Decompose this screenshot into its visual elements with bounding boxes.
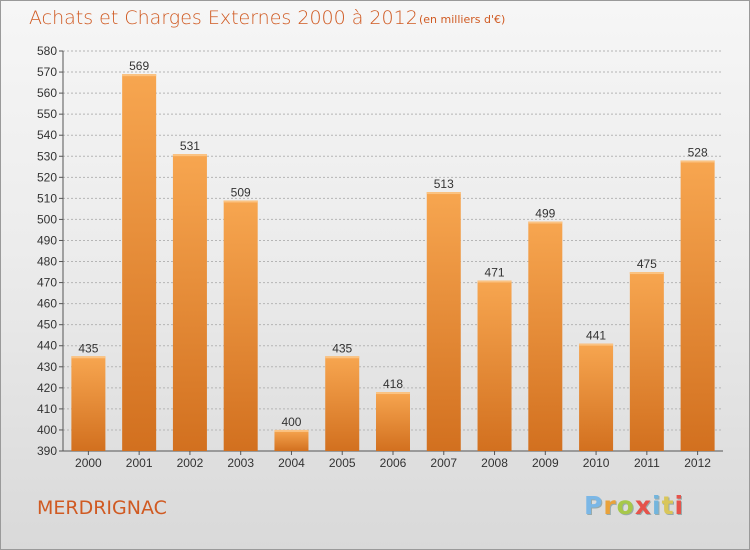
logo-letter: o xyxy=(616,491,635,520)
logo-letter: x xyxy=(634,491,652,520)
chart-unit-note: (en milliers d'€) xyxy=(419,13,506,26)
bar-2000 xyxy=(71,356,106,451)
data-label-2007: 513 xyxy=(434,177,454,191)
bar-top-highlight xyxy=(629,272,664,275)
y-tick-label: 540 xyxy=(37,128,57,142)
data-label-2004: 400 xyxy=(281,415,301,429)
logo-letter: r xyxy=(603,491,617,520)
data-label-2010: 441 xyxy=(586,329,606,343)
x-tick-label-2008: 2008 xyxy=(481,456,508,470)
logo-letter: t xyxy=(661,491,675,520)
y-tick-label: 390 xyxy=(37,444,57,458)
logo-letter: i xyxy=(652,491,662,520)
bar-top-highlight xyxy=(122,74,157,77)
x-tick-label-2006: 2006 xyxy=(380,456,407,470)
x-tick-label-2002: 2002 xyxy=(177,456,204,470)
bar-top-highlight xyxy=(376,392,410,395)
y-tick-label: 510 xyxy=(37,191,57,205)
y-tick-label: 450 xyxy=(37,318,57,332)
x-tick-label-2003: 2003 xyxy=(227,456,254,470)
y-tick-label: 400 xyxy=(37,423,57,437)
y-tick-label: 500 xyxy=(37,212,57,226)
x-tick-label-2010: 2010 xyxy=(583,456,610,470)
y-tick-label: 440 xyxy=(37,339,57,353)
bar-2007 xyxy=(426,192,461,452)
y-tick-label: 570 xyxy=(37,65,57,79)
y-tick-label: 530 xyxy=(37,149,57,163)
y-tick-label: 410 xyxy=(37,402,57,416)
bar-2003 xyxy=(223,200,258,451)
data-label-2002: 531 xyxy=(180,139,200,153)
bar-top-highlight xyxy=(274,429,309,432)
y-tick-label: 580 xyxy=(37,44,57,58)
logo-letter: P xyxy=(584,491,604,520)
x-tick-label-2007: 2007 xyxy=(430,456,457,470)
data-label-2009: 499 xyxy=(535,207,555,221)
bar-top-highlight xyxy=(223,200,258,203)
y-tick-label: 550 xyxy=(37,107,57,121)
x-tick-label-2011: 2011 xyxy=(634,456,660,470)
x-tick-label-2004: 2004 xyxy=(278,456,305,470)
bar-2011 xyxy=(629,272,664,451)
x-tick-label-2005: 2005 xyxy=(329,456,356,470)
x-tick-label-2009: 2009 xyxy=(532,456,559,470)
x-tick-label-2000: 2000 xyxy=(75,456,102,470)
data-label-2001: 569 xyxy=(129,59,149,73)
bar-2002 xyxy=(172,154,207,451)
proxiti-logo: Proxiti xyxy=(584,491,684,520)
bar-2001 xyxy=(122,74,157,451)
bar-top-highlight xyxy=(579,343,614,346)
x-tick-label-2012: 2012 xyxy=(684,456,711,470)
bar-2009 xyxy=(528,221,563,451)
bar-top-highlight xyxy=(477,280,512,283)
y-tick-label: 560 xyxy=(37,86,57,100)
commune-name: MERDRIGNAC xyxy=(37,497,167,519)
y-tick-label: 520 xyxy=(37,170,57,184)
bar-2004 xyxy=(274,429,309,451)
bar-top-highlight xyxy=(426,192,461,195)
bar-top-highlight xyxy=(325,356,360,359)
y-tick-label: 480 xyxy=(37,255,57,269)
data-label-2008: 471 xyxy=(485,265,505,279)
bar-2008 xyxy=(477,280,512,451)
bar-2006 xyxy=(376,392,410,451)
bar-2010 xyxy=(579,343,614,451)
y-tick-label: 470 xyxy=(37,276,57,290)
data-label-2000: 435 xyxy=(78,341,98,355)
data-label-2011: 475 xyxy=(637,257,657,271)
bar-top-highlight xyxy=(680,160,715,163)
data-label-2012: 528 xyxy=(688,145,708,159)
data-label-2005: 435 xyxy=(332,341,352,355)
bar-top-highlight xyxy=(172,154,207,157)
bar-2005 xyxy=(325,356,360,451)
chart-title: Achats et Charges Externes 2000 à 2012 xyxy=(29,7,418,29)
y-tick-label: 490 xyxy=(37,233,57,247)
bar-top-highlight xyxy=(71,356,106,359)
y-tick-label: 460 xyxy=(37,297,57,311)
bars xyxy=(71,74,715,452)
x-tick-label-2001: 2001 xyxy=(126,456,153,470)
y-tick-label: 420 xyxy=(37,381,57,395)
labels: 390 400 410 420 430 440 450 460 470 480 490 500 510 5… xyxy=(37,44,711,470)
data-label-2006: 418 xyxy=(383,377,403,391)
bar-2012 xyxy=(680,160,715,451)
data-label-2003: 509 xyxy=(231,185,251,199)
bar-top-highlight xyxy=(528,221,563,224)
y-tick-label: 430 xyxy=(37,360,57,374)
logo-letter: i xyxy=(674,491,685,520)
